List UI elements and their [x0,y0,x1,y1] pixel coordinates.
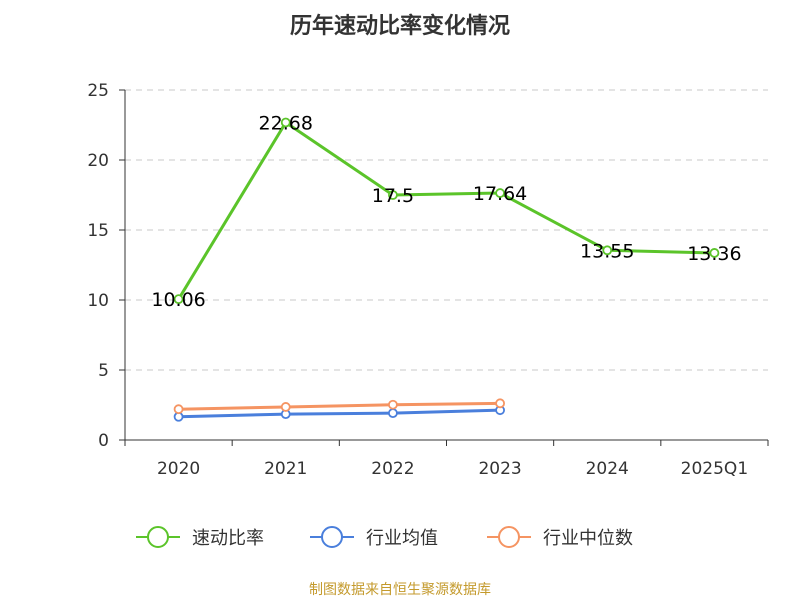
y-tick-label: 10 [87,291,109,311]
series-lines [173,117,720,422]
series-line-2 [178,408,501,419]
data-point-2 [388,408,398,419]
data-label: 17.5 [372,185,414,207]
series-line-3 [178,401,501,411]
legend-marker-2 [321,526,343,548]
data-point-1 [280,117,291,128]
y-tick-label: 0 [98,431,109,451]
data-label: 22.68 [259,112,313,134]
x-tick-label: 2020 [157,459,200,479]
series-line-1 [177,120,715,300]
legend-label-2: 行业均值 [366,528,438,549]
x-tick-label: 2022 [371,459,414,479]
x-tick-label: 2024 [586,459,629,479]
legend-marker-3 [498,526,520,548]
data-point-1 [709,248,720,258]
data-point-3 [173,404,184,415]
data-point-1 [495,188,505,198]
y-tick-label: 15 [87,221,109,241]
axes: 0 5 10 15 20 25 2020 2021 2022 2023 2024 2025Q1 [87,81,769,479]
data-point-3 [280,402,291,412]
x-tick-label: 2021 [264,459,307,479]
data-point-1 [602,245,613,256]
y-tick-label: 5 [98,361,109,381]
data-point-1 [173,294,184,305]
data-point-3 [495,398,505,409]
legend-label-3: 行业中位数 [543,528,633,549]
data-label: 10.06 [151,289,205,311]
x-tick-label: 2023 [478,459,521,479]
data-label: 13.55 [580,240,634,262]
grid-lines [125,89,768,371]
legend: 速动比率 行业均值 行业中位数 [136,526,633,549]
data-labels: 10.06 22.68 17.5 17.64 13.55 13.36 [151,112,741,311]
legend-label-1: 速动比率 [192,528,264,549]
y-tick-label: 20 [87,151,109,171]
legend-marker-1 [147,526,169,548]
chart-title: 历年速动比率变化情况 [290,13,510,39]
y-tick-label: 25 [87,81,109,101]
data-label: 13.36 [687,243,741,265]
data-point-3 [388,399,398,410]
data-label: 17.64 [473,183,527,205]
data-point-1 [388,190,398,200]
x-tick-label: 2025Q1 [681,459,748,479]
source-note: 制图数据来自恒生聚源数据库 [309,582,491,598]
